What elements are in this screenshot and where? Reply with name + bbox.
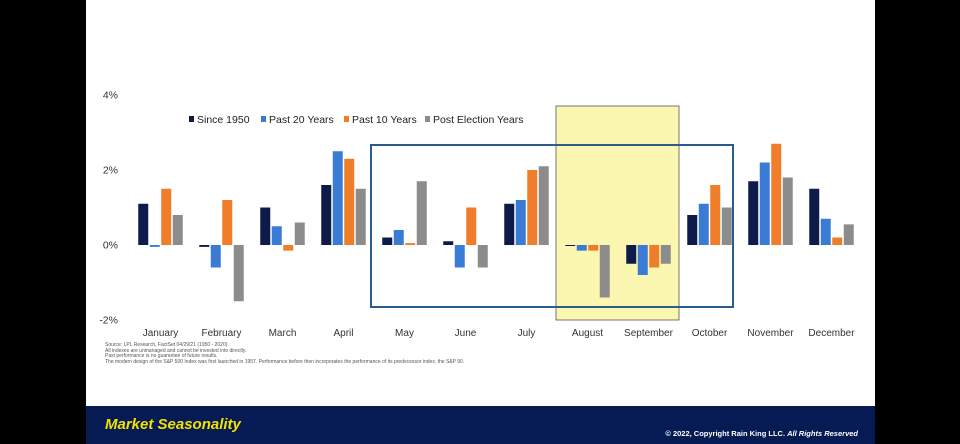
- footnote-source: Source: LPL Research, FactSet 04/29/21 (…: [105, 342, 228, 348]
- legend-swatch-post-election-years: [425, 116, 430, 122]
- bar-november-past-10-years: [771, 143, 782, 245]
- bar-april-since-1950: [321, 185, 332, 245]
- x-category-label: June: [455, 328, 477, 339]
- bar-august-past-10-years: [588, 245, 599, 251]
- bar-october-past-20-years: [698, 203, 709, 245]
- copyright-text: © 2022, Copyright Rain King LLC.: [665, 429, 786, 438]
- bar-march-since-1950: [260, 207, 271, 245]
- footnote-sp500: The modern design of the S&P 500 Index w…: [105, 358, 465, 365]
- bar-june-past-10-years: [466, 207, 477, 245]
- footnotes: Source: LPL Research, FactSet 04/29/21 (…: [105, 342, 845, 365]
- bar-march-post-election-years: [294, 222, 305, 245]
- bar-may-past-20-years: [393, 230, 404, 245]
- bar-january-past-20-years: [149, 245, 160, 247]
- bar-october-post-election-years: [721, 207, 732, 245]
- bar-august-post-election-years: [599, 245, 610, 298]
- bar-may-since-1950: [382, 237, 393, 245]
- bar-march-past-10-years: [283, 245, 294, 251]
- x-category-label: August: [572, 328, 603, 339]
- bar-october-past-10-years: [710, 185, 721, 245]
- bar-november-post-election-years: [782, 177, 793, 245]
- legend-label-past-10-years: Past 10 Years: [352, 114, 417, 126]
- legend-swatch-past-20-years: [261, 116, 266, 122]
- bar-december-past-10-years: [832, 237, 843, 245]
- x-category-label: July: [518, 328, 536, 339]
- x-category-label: March: [269, 328, 297, 339]
- bar-august-past-20-years: [576, 245, 587, 251]
- bar-april-past-10-years: [344, 158, 355, 245]
- bar-december-post-election-years: [843, 224, 854, 245]
- legend-swatch-past-10-years: [344, 116, 349, 122]
- y-tick-label: 4%: [103, 90, 118, 102]
- bar-september-past-20-years: [637, 245, 648, 275]
- bar-july-past-20-years: [515, 200, 526, 245]
- x-category-label: November: [747, 328, 794, 339]
- seasonality-chart: 4% 2% 0% -2% January February March April May Jun…: [99, 90, 855, 340]
- bar-july-past-10-years: [527, 170, 538, 245]
- bar-october-since-1950: [687, 215, 698, 245]
- bar-may-past-10-years: [405, 243, 416, 245]
- bar-january-post-election-years: [172, 215, 183, 245]
- y-tick-label: 0%: [103, 240, 118, 252]
- x-category-label: May: [395, 328, 414, 339]
- bar-december-past-20-years: [820, 218, 831, 245]
- footer-copyright: © 2022, Copyright Rain King LLC. All Rig…: [665, 429, 858, 438]
- bar-september-post-election-years: [660, 245, 671, 264]
- bar-november-past-20-years: [759, 162, 770, 245]
- x-category-label: December: [808, 328, 855, 339]
- footer-bar: Market Seasonality © 2022, Copyright Rai…: [86, 406, 875, 444]
- bar-june-past-20-years: [454, 245, 465, 268]
- bar-april-post-election-years: [355, 188, 366, 245]
- bar-january-since-1950: [138, 203, 149, 245]
- bar-february-since-1950: [199, 245, 210, 247]
- slide: 4% 2% 0% -2% January February March April May Jun…: [86, 0, 875, 444]
- bar-september-past-10-years: [649, 245, 660, 268]
- bar-february-post-election-years: [233, 245, 244, 302]
- bar-september-since-1950: [626, 245, 637, 264]
- footnote-past-performance: Past performance is no guarantee of futu…: [105, 353, 218, 360]
- highlight-box-may-oct: [370, 144, 734, 308]
- x-category-label: January: [143, 328, 179, 339]
- bar-april-past-20-years: [332, 151, 343, 245]
- legend-label-post-election-years: Post Election Years: [433, 114, 523, 126]
- legend-swatch-since-1950: [189, 116, 194, 122]
- bar-august-since-1950: [565, 245, 576, 246]
- y-tick-label: -2%: [99, 315, 118, 327]
- y-tick-label: 2%: [103, 165, 118, 177]
- bar-may-post-election-years: [416, 181, 427, 245]
- footer-title: Market Seasonality: [105, 416, 241, 433]
- bar-july-since-1950: [504, 203, 515, 245]
- bar-july-post-election-years: [538, 166, 549, 245]
- bar-june-since-1950: [443, 241, 454, 245]
- highlight-shade-aug-sep: [555, 105, 680, 321]
- rights-text: All Rights Reserved: [787, 429, 858, 438]
- bar-december-since-1950: [809, 188, 820, 245]
- x-category-label: February: [201, 328, 241, 339]
- bar-march-past-20-years: [271, 226, 282, 245]
- x-category-label: September: [624, 328, 674, 339]
- bar-february-past-20-years: [210, 245, 221, 268]
- x-category-label: April: [333, 328, 353, 339]
- x-category-label: October: [692, 328, 728, 339]
- legend-label-past-20-years: Past 20 Years: [269, 114, 334, 126]
- bar-february-past-10-years: [222, 200, 233, 245]
- bar-june-post-election-years: [477, 245, 488, 268]
- legend-label-since-1950: Since 1950: [197, 114, 250, 126]
- bar-january-past-10-years: [161, 188, 172, 245]
- bar-november-since-1950: [748, 181, 759, 245]
- footnote-indexes: All indexes are unmanaged and cannot be …: [105, 347, 247, 354]
